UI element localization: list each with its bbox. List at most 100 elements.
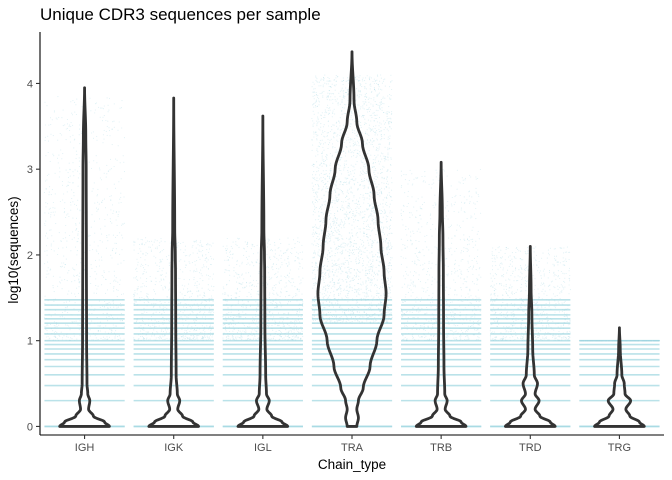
jitter-point xyxy=(381,171,383,174)
jitter-point xyxy=(62,125,64,127)
jitter-point xyxy=(160,279,162,281)
jitter-point xyxy=(355,209,357,212)
jitter-point xyxy=(102,312,104,315)
jitter-point xyxy=(359,184,361,186)
jitter-point xyxy=(297,241,299,243)
jitter-point xyxy=(340,316,342,318)
jitter-point xyxy=(349,149,352,151)
jitter-point xyxy=(371,315,373,317)
jitter-point xyxy=(101,284,103,286)
jitter-point xyxy=(389,126,391,128)
jitter-point xyxy=(312,124,314,126)
jitter-point xyxy=(117,289,119,291)
jitter-point xyxy=(280,279,282,281)
jitter-point xyxy=(348,223,350,225)
jitter-point xyxy=(256,262,258,264)
jitter-point xyxy=(56,118,58,120)
jitter-point xyxy=(106,316,108,318)
jitter-point xyxy=(292,328,294,330)
jitter-point xyxy=(231,247,233,249)
jitter-point xyxy=(120,262,122,264)
jitter-point xyxy=(59,265,62,268)
jitter-point xyxy=(204,295,206,297)
jitter-point xyxy=(78,278,80,280)
jitter-point xyxy=(351,103,353,105)
jitter-point xyxy=(340,307,342,309)
jitter-point xyxy=(121,293,123,295)
jitter-point xyxy=(359,90,361,92)
jitter-point xyxy=(381,89,383,91)
jitter-point xyxy=(364,122,366,124)
jitter-point xyxy=(173,337,175,339)
jitter-point xyxy=(79,281,81,283)
jitter-point xyxy=(390,121,392,123)
jitter-point xyxy=(226,248,228,250)
jitter-point xyxy=(239,316,241,318)
jitter-point xyxy=(320,162,322,164)
jitter-point xyxy=(186,303,188,305)
jitter-point xyxy=(354,320,356,322)
jitter-point xyxy=(256,285,258,287)
jitter-point xyxy=(334,309,336,311)
jitter-point xyxy=(255,280,257,282)
jitter-point xyxy=(296,310,298,313)
jitter-point xyxy=(296,289,298,291)
jitter-point xyxy=(177,298,179,300)
jitter-point xyxy=(279,238,281,240)
jitter-point xyxy=(351,216,353,219)
jitter-point xyxy=(388,226,390,228)
jitter-point xyxy=(332,285,334,287)
jitter-point xyxy=(381,312,383,315)
jitter-point xyxy=(58,324,60,326)
jitter-point xyxy=(244,286,246,288)
jitter-point xyxy=(327,83,329,85)
jitter-point xyxy=(325,300,328,302)
jitter-point xyxy=(389,142,391,144)
jitter-point xyxy=(146,240,148,242)
jitter-point xyxy=(225,284,228,286)
jitter-point xyxy=(356,202,358,204)
jitter-point xyxy=(347,166,349,169)
jitter-point xyxy=(107,338,109,340)
jitter-point xyxy=(342,271,344,273)
jitter-point xyxy=(162,307,164,309)
jitter-point xyxy=(258,272,260,274)
jitter-point xyxy=(318,211,320,213)
jitter-point xyxy=(314,224,316,226)
jitter-point xyxy=(222,324,224,326)
jitter-point xyxy=(254,323,256,325)
jitter-point xyxy=(379,221,381,223)
jitter-point xyxy=(339,316,341,319)
jitter-point xyxy=(365,299,367,301)
jitter-point xyxy=(341,80,344,82)
jitter-point xyxy=(371,219,373,221)
jitter-point xyxy=(383,111,385,114)
jitter-point xyxy=(327,95,330,97)
jitter-point xyxy=(336,125,338,127)
jitter-point xyxy=(111,222,113,224)
jitter-point xyxy=(159,268,161,270)
jitter-point xyxy=(110,331,112,334)
jitter-point xyxy=(322,217,325,220)
jitter-point xyxy=(352,249,354,251)
jitter-point xyxy=(345,213,347,215)
jitter-point xyxy=(378,260,380,262)
jitter-point xyxy=(355,207,357,210)
jitter-point xyxy=(161,250,163,252)
jitter-point xyxy=(76,154,78,156)
jitter-point xyxy=(312,214,314,216)
jitter-point xyxy=(193,319,195,321)
jitter-point xyxy=(113,183,115,185)
jitter-point xyxy=(323,298,325,300)
jitter-point xyxy=(196,334,198,336)
jitter-point xyxy=(212,258,215,260)
jitter-point xyxy=(250,282,252,284)
jitter-point xyxy=(326,255,328,257)
jitter-point xyxy=(318,121,320,123)
jitter-point xyxy=(62,247,64,249)
jitter-point xyxy=(341,173,343,175)
jitter-point xyxy=(391,182,393,184)
jitter-point xyxy=(299,332,301,334)
jitter-point xyxy=(188,279,191,281)
jitter-point xyxy=(45,325,47,327)
